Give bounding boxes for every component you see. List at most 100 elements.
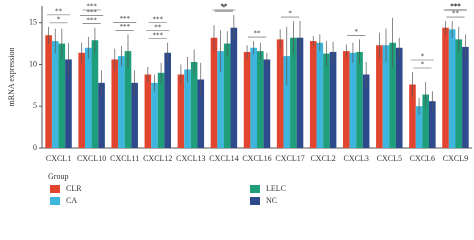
x-tick-label: CXCL13	[176, 154, 205, 163]
x-tick-label: CXCL16	[242, 154, 271, 163]
bar	[382, 45, 390, 149]
bar	[422, 94, 429, 148]
bar	[151, 82, 158, 148]
bar	[118, 56, 125, 148]
bar	[190, 61, 198, 148]
bar	[323, 53, 330, 148]
significance-label: ***	[450, 3, 461, 11]
bar	[316, 42, 324, 148]
legend-label: LELC	[266, 184, 286, 193]
significance-label: ***	[119, 23, 130, 31]
bar	[184, 69, 191, 148]
legend-swatch	[250, 197, 260, 205]
bar	[197, 79, 205, 148]
bar	[329, 51, 337, 148]
chart: mRNA expression Group 0 5 10 15 CXCL1 CXCL10 C…	[7, 3, 472, 205]
significance-label: **	[154, 23, 162, 31]
significance-label: *	[57, 15, 61, 23]
bar	[230, 27, 238, 148]
bar	[343, 51, 350, 148]
bar	[389, 42, 396, 148]
significance-label: *	[354, 28, 358, 36]
bar	[356, 51, 363, 148]
significance-label: ***	[153, 31, 164, 39]
significance-label: *	[421, 53, 425, 61]
bar	[217, 51, 224, 148]
x-tick-label: CXCL9	[443, 154, 468, 163]
significance-label: ***	[450, 3, 461, 11]
y-tick-label: 0	[33, 143, 37, 152]
bar	[415, 106, 423, 148]
bar	[58, 43, 66, 148]
bar	[65, 59, 72, 148]
bar	[243, 51, 251, 148]
significance-label: ***	[450, 3, 461, 11]
bar	[144, 74, 152, 148]
x-tick-label: CXCL5	[377, 154, 402, 163]
significance-label: ***	[86, 8, 97, 16]
bar	[78, 52, 85, 148]
y-tick-label: 15	[29, 18, 37, 27]
legend-label: CLR	[66, 184, 82, 193]
bar	[91, 40, 99, 149]
significance-label: **	[254, 30, 262, 38]
bar	[442, 27, 449, 148]
bar	[250, 47, 257, 148]
significance-label: ***	[119, 15, 130, 23]
bar	[395, 47, 403, 148]
bar	[131, 82, 138, 148]
bar	[309, 41, 317, 148]
legend-label: CA	[66, 196, 77, 205]
significance-label: ***	[153, 15, 164, 23]
bar	[409, 84, 416, 148]
bar	[276, 39, 284, 148]
bar	[429, 101, 436, 148]
legend-title: Group	[48, 172, 68, 181]
significance-label: *	[421, 61, 425, 69]
x-tick-label: CXCL11	[110, 154, 139, 163]
significance-label: *	[222, 4, 226, 12]
bar	[157, 72, 165, 148]
x-tick-label: CXCL14	[209, 154, 238, 163]
x-tick-label: CXCL17	[275, 154, 304, 163]
bar	[296, 37, 304, 148]
bar	[362, 74, 370, 148]
bar	[98, 82, 105, 148]
bar	[85, 47, 92, 148]
bar	[257, 51, 264, 148]
bar	[45, 35, 52, 149]
x-tick-label: CXCL6	[410, 154, 435, 163]
significance-label: *	[288, 10, 292, 18]
legend-label: NC	[266, 196, 277, 205]
significance-label: **	[55, 7, 63, 15]
bar	[448, 29, 456, 148]
legend-swatch	[50, 185, 60, 193]
bar	[349, 52, 357, 148]
y-tick-label: 5	[33, 101, 37, 110]
significance-label: ***	[86, 16, 97, 24]
bar	[283, 56, 291, 148]
x-tick-label: CXCL3	[344, 154, 369, 163]
y-tick-label: 10	[29, 59, 37, 68]
x-tick-label: CXCL1	[46, 154, 71, 163]
bar	[263, 59, 271, 148]
legend-swatch	[50, 197, 60, 205]
bar	[111, 59, 119, 148]
significance-label: **	[220, 3, 228, 11]
y-axis-title: mRNA expression	[7, 48, 16, 107]
x-tick-label: CXCL10	[77, 154, 106, 163]
bar	[455, 39, 463, 148]
x-tick-label: CXCL2	[310, 154, 335, 163]
bar	[376, 45, 383, 149]
significance-label: ***	[86, 3, 97, 11]
bar	[124, 51, 132, 148]
bar	[223, 43, 231, 148]
significance-label: **	[452, 10, 460, 18]
legend-swatch	[250, 185, 260, 193]
bar	[164, 52, 171, 148]
bar	[290, 37, 297, 148]
bar	[51, 41, 59, 148]
bar	[462, 46, 469, 148]
bar	[210, 37, 218, 148]
bar	[177, 74, 185, 148]
